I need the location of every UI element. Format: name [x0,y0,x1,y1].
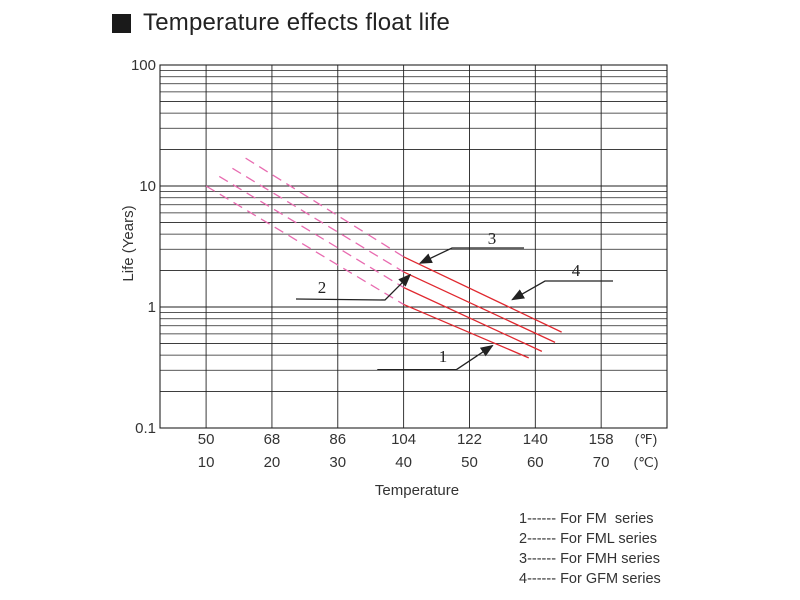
x-tick-label-f: 68 [264,431,281,448]
callout-1-arrow [377,344,494,371]
x-tick-label-f: 140 [523,431,548,448]
series-2-solid [403,286,543,352]
y-tick-label: 100 [131,57,156,74]
x-tick-label-c: 10 [198,454,215,471]
series-3-dashed [232,167,404,273]
series-2-dashed [218,175,404,289]
legend-entry-4: 4------ For GFM series [519,571,661,587]
x-tick-label-c: 60 [527,454,544,471]
y-tick-label: 10 [139,178,156,195]
page-heading: Temperature effects float life [112,8,450,38]
heading-square-icon [112,13,131,33]
x-tick-label-f: 50 [198,431,215,448]
page-title: Temperature effects float life [143,9,451,36]
x-tick-label-f: 86 [329,431,346,448]
legend-entry-1: 1------ For FM series [519,511,654,527]
series-4-solid [403,256,562,333]
x-tick-label-c: 20 [264,454,281,471]
x-unit-f: (℉) [635,431,658,447]
x-tick-label-f: 122 [457,431,482,448]
x-tick-label-c: 70 [593,454,610,471]
callout-3-arrow [418,247,524,264]
x-tick-label-c: 50 [461,454,478,471]
series-3-solid [403,271,556,343]
x-tick-label-c: 30 [329,454,346,471]
callout-1-label: 1 [439,347,448,366]
y-axis-label: Life (Years) [120,205,137,281]
y-tick-label: 1 [148,299,156,316]
series-1-dashed [205,185,404,305]
x-tick-label-c: 40 [395,454,412,471]
x-tick-label-f: 104 [391,431,416,448]
x-axis-label: Temperature [375,482,459,499]
x-unit-c: (℃) [633,454,658,470]
callout-4-arrow [511,280,613,301]
callout-3-label: 3 [488,229,497,248]
x-tick-label-f: 158 [589,431,614,448]
chart-legend: 1------ For FM series 2------ For FML se… [519,509,661,589]
y-tick-label: 0.1 [135,420,156,437]
callout-2-arrow [295,273,412,301]
legend-entry-2: 2------ For FML series [519,531,658,547]
series-1-solid [403,303,529,359]
callout-2-label: 2 [318,278,327,297]
plot-frame [159,64,668,429]
series-4-dashed [245,157,404,258]
callout-4-label: 4 [572,261,581,280]
legend-entry-3: 3------ For FMH series [519,551,660,567]
